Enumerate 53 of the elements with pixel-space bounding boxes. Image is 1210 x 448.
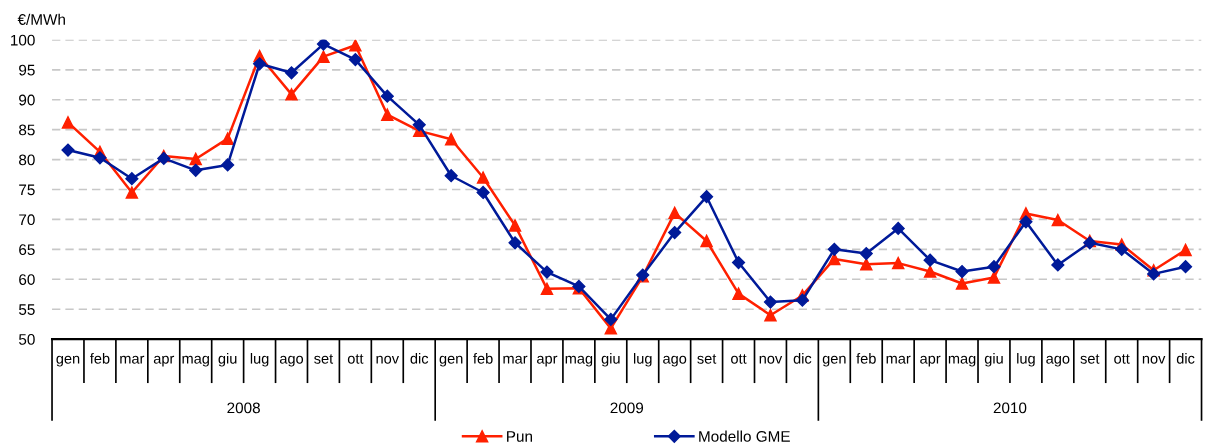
x-tick-label: feb	[473, 353, 493, 364]
text: 2010	[993, 402, 1027, 414]
x-tick-label: dic	[410, 353, 429, 364]
x-tick-label: ott	[1114, 354, 1130, 364]
y-tick-label: 95	[19, 64, 35, 76]
y-tick-label: 80	[19, 154, 35, 166]
x-tick-label: mar	[503, 355, 528, 364]
x-tick-label: mag	[565, 355, 593, 367]
x-tick-label: ago	[663, 355, 687, 367]
y-tick-label: 65	[19, 244, 35, 256]
legend-label: Modello GME	[699, 430, 790, 442]
legend-label: Pun	[507, 431, 532, 442]
y-tick-label: 60	[19, 274, 35, 285]
x-tick-label: gen	[56, 355, 80, 367]
text: 2009	[610, 402, 644, 414]
x-tick-label: gen	[439, 355, 463, 367]
y-tick-label: 70	[19, 214, 35, 226]
x-tick-label: giu	[601, 353, 620, 367]
x-tick-label: nov	[759, 355, 783, 364]
x-tick-label: apr	[920, 355, 941, 367]
x-tick-label: dic	[1176, 353, 1195, 364]
x-tick-label: giu	[984, 353, 1003, 367]
x-tick-label: feb	[90, 353, 110, 364]
x-tick-label: set	[697, 354, 717, 364]
y-tick-label: 85	[19, 124, 35, 136]
y-tick-label: 55	[18, 304, 35, 315]
y-tick-label: 50	[18, 334, 35, 345]
y-axis-title: €/MWh	[17, 13, 65, 25]
x-tick-label: mar	[120, 355, 145, 364]
x-tick-label: set	[314, 354, 334, 364]
text: 2008	[227, 402, 260, 414]
y-tick-label: 90	[19, 94, 35, 106]
x-tick-label: dic	[793, 353, 812, 364]
x-tick-label: apr	[537, 355, 558, 367]
x-tick-label: gen	[822, 355, 846, 367]
x-tick-label: mar	[886, 355, 911, 364]
x-tick-label: lug	[250, 353, 269, 367]
x-tick-label: set	[1080, 354, 1100, 364]
x-tick-label: lug	[1017, 353, 1035, 367]
y-tick-label: 100	[11, 34, 35, 46]
x-tick-label: nov	[376, 355, 400, 364]
x-tick-label: mag	[182, 355, 209, 367]
x-tick-label: nov	[1142, 355, 1166, 364]
x-tick-label: lug	[634, 353, 652, 367]
x-tick-label: ott	[731, 354, 747, 364]
x-tick-label: giu	[218, 353, 237, 367]
x-tick-label: feb	[856, 353, 876, 364]
x-tick-label: ott	[347, 354, 364, 364]
x-tick-label: apr	[153, 355, 175, 367]
x-tick-label: ago	[279, 355, 304, 367]
y-tick-label: 75	[19, 184, 35, 196]
x-tick-label: ago	[1046, 355, 1070, 367]
x-tick-label: mag	[948, 355, 976, 367]
